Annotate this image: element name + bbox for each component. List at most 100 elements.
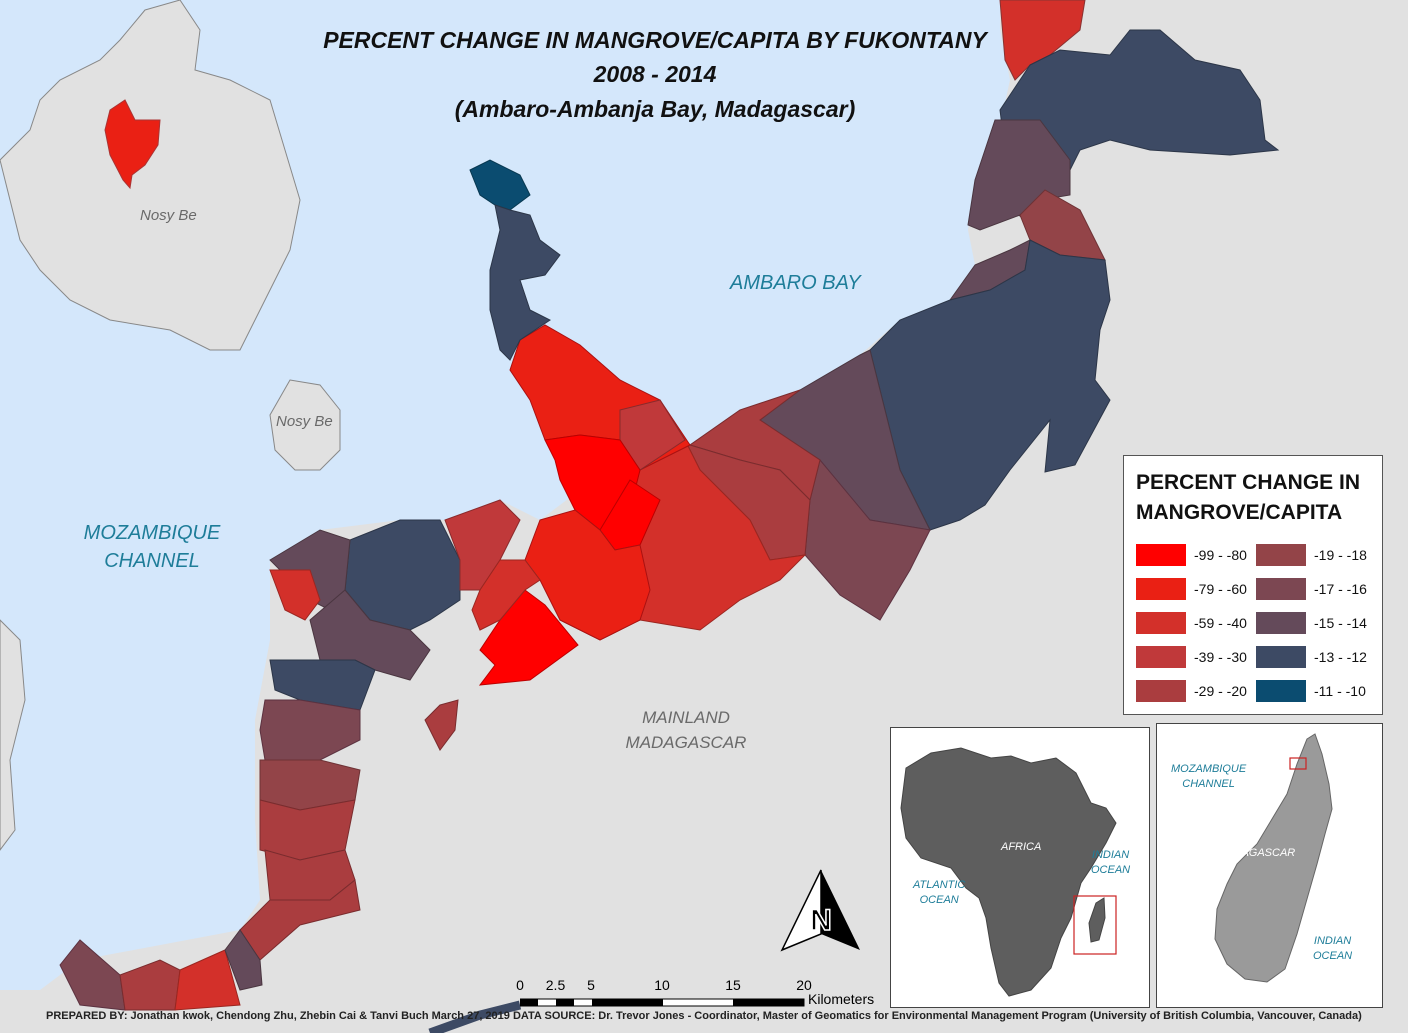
district-sw-brown-2: [119, 959, 181, 1011]
legend-swatch: [1136, 646, 1186, 668]
madagascar-shape-canvas: [1214, 733, 1333, 983]
inset-indian2-line1: INDIAN: [1313, 935, 1352, 947]
inset-indian-label: INDIAN OCEAN: [1091, 848, 1130, 878]
scale-tick-label: 0: [516, 977, 524, 993]
legend-item: -19 - -18: [1256, 544, 1367, 566]
river: [428, 1000, 522, 1033]
scale-bar-graphic: [519, 998, 805, 1007]
label-nosy-be: Nosy Be: [140, 207, 197, 224]
scale-unit: Kilometers: [808, 991, 875, 1007]
district-west-small-red: [269, 569, 321, 621]
nosy-be-island: [0, 0, 301, 351]
legend-item: -15 - -14: [1256, 612, 1367, 634]
legend-title-line1: PERCENT CHANGE IN: [1136, 471, 1361, 494]
legend-title: PERCENT CHANGE IN MANGROVE/CAPITA: [1136, 468, 1360, 528]
district-west-blue-2: [269, 659, 376, 711]
legend-title-line2: MANGROVE/CAPITA: [1136, 501, 1343, 524]
west-coast-land: [0, 619, 26, 851]
inset-atlantic-label: ATLANTIC OCEAN: [913, 878, 965, 908]
legend-item: -17 - -16: [1256, 578, 1367, 600]
legend-swatch: [1136, 578, 1186, 600]
scale-tick-label: 10: [654, 977, 670, 993]
legend-label: -11 - -10: [1314, 683, 1366, 699]
legend-swatch: [1136, 680, 1186, 702]
district-west-brown-1: [259, 699, 361, 761]
legend-label: -99 - -80: [1194, 547, 1247, 563]
label-moz-line1: MOZAMBIQUE: [83, 522, 221, 544]
legend-label: -13 - -12: [1314, 649, 1367, 665]
map-title-line2: 2008 - 2014: [593, 61, 717, 87]
inset-indian-line1: INDIAN: [1091, 849, 1130, 861]
district-west-red-small: [471, 559, 541, 631]
map-title-line1: PERCENT CHANGE IN MANGROVE/CAPITA BY FUK…: [323, 27, 987, 53]
north-letter: N: [810, 904, 832, 937]
inset-indian-line2: OCEAN: [1091, 864, 1131, 876]
legend-item: -13 - -12: [1256, 646, 1367, 668]
legend-label: -59 - -40: [1194, 615, 1247, 631]
legend-swatch: [1256, 680, 1306, 702]
district-south-bright-red: [478, 589, 579, 686]
scale-tick-label: 2.5: [545, 977, 566, 993]
district-peninsula-blue-dark: [469, 159, 531, 211]
label-mainland-line2: MADAGASCAR: [625, 733, 747, 752]
district-inland-brown: [424, 699, 459, 751]
scale-tick-label: 15: [725, 977, 741, 993]
legend-item: -29 - -20: [1136, 680, 1247, 702]
inset-atlantic-line1: ATLANTIC: [913, 879, 966, 891]
legend-item: -11 - -10: [1256, 680, 1366, 702]
inset-moz-line2: CHANNEL: [1182, 778, 1235, 790]
nosy-be-small-island: [269, 379, 341, 471]
north-arrow-icon: N: [780, 869, 860, 952]
district-sw-purple-2: [224, 929, 263, 991]
madagascar-shape: [1214, 733, 1333, 983]
scale-tick-label: 5: [587, 977, 595, 993]
legend-swatch: [1256, 612, 1306, 634]
legend-swatch: [1136, 544, 1186, 566]
legend-swatch: [1256, 646, 1306, 668]
inset-moz-label: MOZAMBIQUE CHANNEL: [1171, 762, 1246, 792]
legend-label: -29 - -20: [1194, 683, 1247, 699]
district-bay-brown: [619, 399, 686, 471]
label-ambaro-bay: AMBARO BAY: [730, 272, 861, 294]
legend-label: -39 - -30: [1194, 649, 1247, 665]
inset-indian2-line2: OCEAN: [1313, 950, 1353, 962]
inset-africa-label: AFRICA: [1001, 841, 1042, 853]
inset-moz-line1: MOZAMBIQUE: [1171, 763, 1247, 775]
district-sw-brown: [239, 879, 361, 961]
africa-shape-canvas: [900, 747, 1117, 997]
legend-label: -79 - -60: [1194, 581, 1247, 597]
district-peninsula-blue: [489, 204, 561, 361]
legend-item: -99 - -80: [1136, 544, 1247, 566]
legend-item: -79 - -60: [1136, 578, 1247, 600]
legend-item: -39 - -30: [1136, 646, 1247, 668]
label-mozambique-channel: MOZAMBIQUE CHANNEL: [72, 519, 232, 575]
label-mainland-line1: MAINLAND: [642, 708, 730, 727]
scale-bar: 0 2.5 5 10 15 20 Kilometers: [516, 977, 874, 1013]
legend-item: -59 - -40: [1136, 612, 1247, 634]
inset-indian-label-2: INDIAN OCEAN: [1313, 934, 1352, 964]
district-sw-red: [174, 949, 241, 1011]
legend-label: -15 - -14: [1314, 615, 1367, 631]
label-nosy-be-small: Nosy Be: [276, 413, 333, 430]
inset-africa: AFRICA ATLANTIC OCEAN INDIAN OCEAN: [890, 727, 1150, 1008]
inset-atlantic-line2: OCEAN: [919, 894, 959, 906]
inset-extent-box: [1073, 895, 1117, 955]
inset-madagascar-label: MADAGASCAR: [1217, 847, 1296, 859]
scale-tick-label: 20: [796, 977, 812, 993]
inset-madagascar: MOZAMBIQUE CHANNEL MADAGASCAR INDIAN OCE…: [1156, 723, 1383, 1008]
district-nosy-be-red: [104, 99, 161, 190]
africa-shape: [900, 747, 1117, 997]
legend-label: -17 - -16: [1314, 581, 1367, 597]
legend-swatch: [1136, 612, 1186, 634]
legend: PERCENT CHANGE IN MANGROVE/CAPITA -99 - …: [1123, 455, 1383, 715]
legend-label: -19 - -18: [1314, 547, 1367, 563]
label-moz-line2: CHANNEL: [104, 550, 200, 572]
map-title-line3: (Ambaro-Ambanja Bay, Madagascar): [454, 96, 856, 122]
madagascar-small-shape: [1088, 897, 1106, 943]
madagascar-extent-box: [1289, 757, 1307, 770]
legend-swatch: [1256, 544, 1306, 566]
map-footer-credits: PREPARED BY: Jonathan kwok, Chendong Zhu…: [46, 1010, 1362, 1022]
legend-swatch: [1256, 578, 1306, 600]
label-mainland: MAINLAND MADAGASCAR: [606, 705, 766, 755]
